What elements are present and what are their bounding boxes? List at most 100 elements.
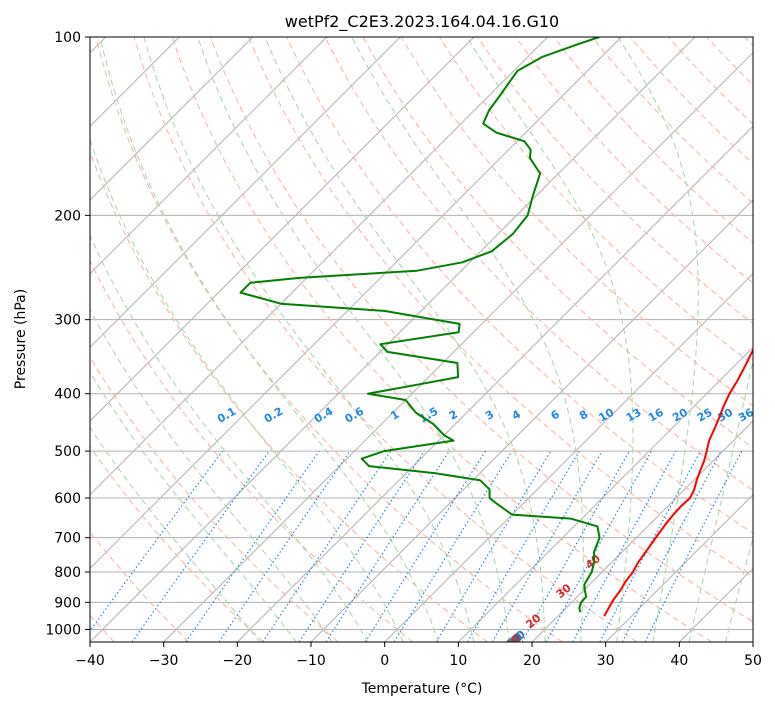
isotherm-line [90,37,475,422]
dewpoint-profile-line [239,37,601,613]
mixing-ratio-label: 2 [447,408,460,423]
plot-frame [89,36,754,643]
isotherm-line [90,37,696,642]
dry-adiabat-line [324,37,753,491]
moist-adiabat-line [688,357,753,642]
x-tick-label: 50 [744,653,762,669]
moist-adiabat-line [90,308,333,642]
y-tick-label: 300 [54,313,81,329]
mixing-ratio-line [364,450,486,642]
mixing-ratio-line [545,450,653,642]
moist-adiabat-line [99,37,440,642]
mixing-ratio-label: 6 [549,407,562,422]
dry-adiabat-line [667,37,753,125]
y-tick-label: 800 [54,565,81,581]
dry-adiabat-label: 20 [523,611,543,631]
y-tick-label: 600 [54,491,81,507]
mixing-ratio-line [90,450,223,632]
mixing-ratio-line [435,450,552,642]
mixing-ratio-label: 0.1 [215,405,238,426]
mixing-ratio-label: 3 [483,408,496,423]
y-tick-label: 700 [54,531,81,547]
chart-title: wetPf2_C2E3.2023.164.04.16.G10 [285,12,559,32]
dry-adiabat-label: -70 [501,630,525,653]
dry-adiabat-label: -80 [501,630,525,653]
moist-adiabat-line [197,37,510,642]
mixing-ratio-line [491,450,603,642]
isotherm-line [531,420,753,642]
isotherm-line [90,37,401,349]
series-layer [239,37,753,617]
x-tick-label: 0 [380,653,389,669]
y-tick-label: 900 [54,595,81,611]
mixing-ratio-line [325,450,450,642]
moist-adiabat-line [90,137,404,642]
x-tick-label: −30 [149,653,179,669]
dry-adiabat-label: -90 [501,630,525,653]
moist-adiabat-line [617,37,699,642]
x-tick-label: −10 [296,653,326,669]
y-tick-label: 400 [54,387,81,403]
dry-adiabat-label: -50 [501,630,525,653]
x-tick-label: 20 [523,653,541,669]
mixing-ratio-label: 36 [736,406,756,425]
isotherm-line [236,125,753,642]
mixing-ratio-line [621,450,722,642]
mixing-ratio-label: 0.6 [343,405,367,426]
y-tick-label: 200 [54,208,81,224]
dry-adiabat-line [248,37,753,578]
y-tick-label: 100 [54,30,81,46]
dry-adiabat-line [438,37,753,366]
dry-adiabat-line [90,259,414,642]
dry-adiabat-label: -30 [501,630,525,653]
mixing-ratio-label: 0.2 [262,405,285,426]
dry-adiabat-line [553,37,753,244]
x-axis-title: Temperature (°C) [361,681,483,697]
x-tick-label: 30 [597,653,615,669]
mixing-ratio-line [572,450,677,642]
mixing-ratio-label: 8 [577,408,590,423]
dry-adiabat-label: 0 [506,634,520,649]
mixing-ratio-label: 1 [388,408,401,423]
isotherm-line [90,37,622,570]
x-tick-label: −40 [75,653,105,669]
x-tick-label: 40 [670,653,688,669]
y-axis-title: Pressure (hPa) [13,289,29,389]
x-tick-label: −20 [223,653,253,669]
mixing-ratio-label: 25 [695,406,715,425]
isotherm-line [90,37,254,201]
isotherm-line [90,37,549,496]
dry-adiabat-line [362,37,753,449]
y-tick-label: 500 [54,444,81,460]
isotherm-line [310,199,753,642]
temperature-profile-line [603,348,753,617]
moist-adiabat-line [90,234,369,642]
moist-adiabat-line [90,371,297,642]
isotherm-line [90,37,328,275]
moist-adiabat-line [724,536,753,642]
y-tick-label: 1000 [45,622,81,638]
dry-adiabat-line [400,37,753,407]
mixing-ratio-label: 4 [510,407,523,422]
mixing-ratio-label: 0.4 [312,405,336,426]
mixing-ratio-line [521,450,631,642]
dry-adiabat-line [133,37,638,642]
isotherm-line [384,272,753,642]
axis-layer: −40 −30 −20 −10 0 10 20 30 40 5010020030040050060… [45,30,762,669]
mixing-ratio-label: 20 [670,406,690,425]
x-tick-label: 10 [449,653,467,669]
isotherm-line [678,567,753,642]
isotherm-line [605,493,753,642]
mixing-ratio-label: 16 [646,406,666,425]
dry-adiabat-line [515,37,753,284]
dry-adiabat-line [706,37,753,86]
dry-adiabat-line [171,37,712,642]
mixing-ratio-line [218,450,351,642]
dry-adiabat-label: -10 [501,630,525,653]
dry-adiabat-line [90,445,264,642]
dry-adiabat-label: -40 [501,630,525,653]
dry-adiabat-line [90,356,339,642]
dry-adiabat-label: 10 [503,631,523,651]
isotherm-line [457,346,753,642]
